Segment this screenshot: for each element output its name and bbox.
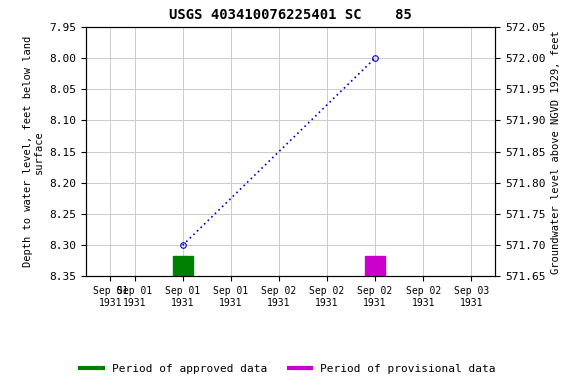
Title: USGS 403410076225401 SC    85: USGS 403410076225401 SC 85 [169,8,412,22]
Y-axis label: Groundwater level above NGVD 1929, feet: Groundwater level above NGVD 1929, feet [551,30,561,273]
Y-axis label: Depth to water level, feet below land
surface: Depth to water level, feet below land su… [22,36,44,267]
Legend: Period of approved data, Period of provisional data: Period of approved data, Period of provi… [76,359,500,379]
